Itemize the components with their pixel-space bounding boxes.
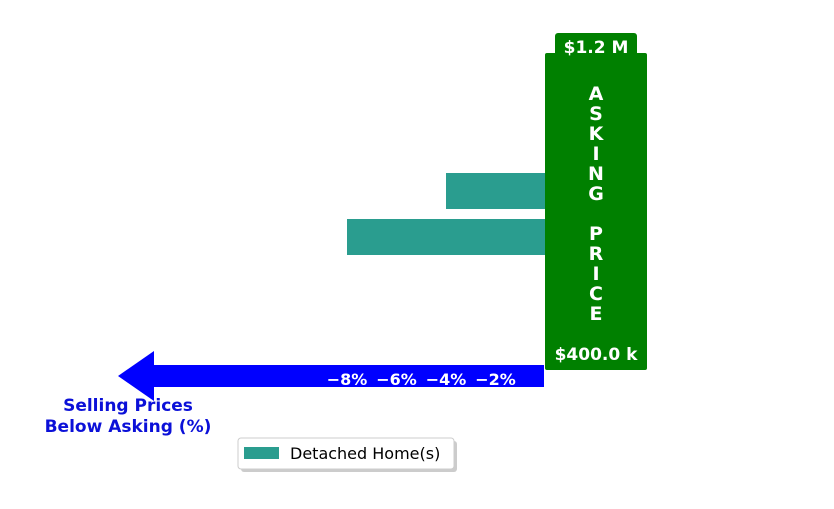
asking-price-letter: C — [589, 283, 603, 305]
asking-price-max-label: $1.2 M — [564, 38, 629, 58]
x-axis-title: Selling Prices Below Asking (%) — [45, 396, 212, 437]
bar-2 — [347, 219, 545, 255]
asking-price-letter: N — [588, 163, 604, 185]
x-tick-label: −6% — [376, 370, 417, 389]
asking-price-top-tab — [555, 33, 637, 57]
asking-price-letter: K — [589, 123, 605, 145]
x-tick-label: −2% — [475, 370, 516, 389]
asking-price-letter: R — [589, 243, 604, 265]
bars-group — [347, 173, 545, 255]
bar-1 — [446, 173, 545, 209]
asking-price-letter: P — [589, 223, 603, 245]
asking-price-letter: I — [592, 143, 599, 165]
asking-price-letter: I — [592, 263, 599, 285]
legend-label: Detached Home(s) — [290, 444, 440, 463]
legend-swatch — [244, 447, 279, 459]
asking-price-letter: G — [588, 183, 604, 205]
asking-price-min-label: $400.0 k — [555, 345, 639, 365]
x-tick-label: −8% — [327, 370, 368, 389]
asking-price-letter: S — [589, 103, 603, 125]
x-tick-label: −4% — [426, 370, 467, 389]
asking-price-letter: A — [589, 83, 604, 105]
asking-price-bar — [545, 53, 647, 370]
legend: Detached Home(s) — [237, 437, 457, 472]
x-axis-ticks: −8% −6% −4% −2% — [327, 370, 516, 389]
x-axis-arrow — [118, 351, 544, 401]
asking-price-letter: E — [590, 303, 603, 325]
